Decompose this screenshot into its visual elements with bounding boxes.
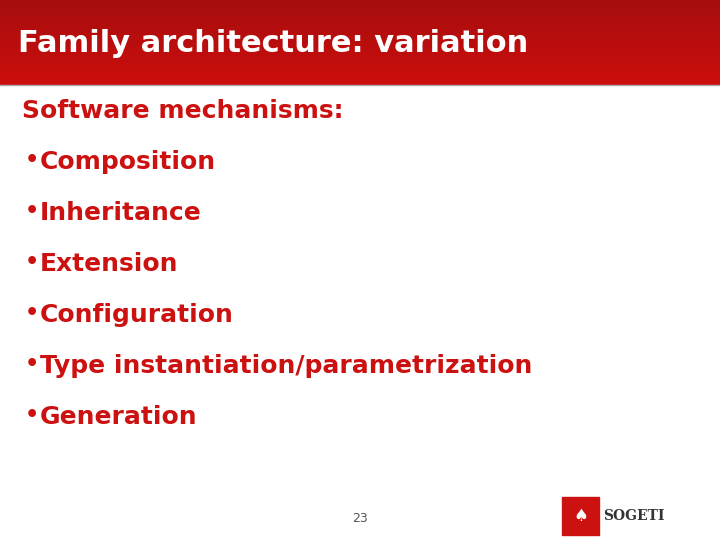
Bar	[0, 41, 720, 44]
Bar	[0, 8, 720, 10]
Bar	[0, 82, 720, 84]
Bar	[0, 36, 720, 38]
Text: •: •	[25, 303, 40, 323]
Text: Inheritance: Inheritance	[40, 201, 202, 225]
Bar	[0, 59, 720, 62]
Bar	[0, 37, 720, 39]
Bar	[0, 21, 720, 23]
Bar	[0, 11, 720, 13]
Bar	[0, 26, 720, 28]
Bar	[0, 43, 720, 45]
Bar	[0, 63, 720, 66]
Bar	[0, 0, 720, 2]
Bar	[0, 50, 720, 52]
Bar	[0, 31, 720, 34]
Bar	[0, 33, 720, 35]
Bar	[0, 68, 720, 70]
Text: SOGETI: SOGETI	[603, 509, 665, 523]
Bar	[0, 38, 720, 41]
Bar	[0, 6, 720, 9]
Text: Generation: Generation	[40, 406, 197, 429]
Bar	[0, 60, 720, 63]
Bar	[0, 79, 720, 81]
Bar	[0, 15, 720, 17]
Bar	[0, 17, 720, 20]
Bar	[0, 12, 720, 15]
Bar	[0, 34, 720, 37]
Bar	[0, 77, 720, 80]
Bar	[0, 46, 720, 49]
Bar	[0, 48, 720, 51]
Bar	[0, 65, 720, 68]
Text: Composition: Composition	[40, 150, 216, 174]
Bar	[0, 19, 720, 22]
Text: Type instantiation/parametrization: Type instantiation/parametrization	[40, 354, 532, 379]
Text: Configuration: Configuration	[40, 303, 233, 327]
Bar	[0, 24, 720, 27]
Bar	[0, 5, 720, 8]
Bar	[0, 40, 720, 42]
Bar	[0, 30, 720, 32]
Bar	[0, 57, 720, 59]
Text: Family architecture: variation: Family architecture: variation	[18, 29, 528, 58]
Text: Extension: Extension	[40, 252, 178, 276]
Text: •: •	[25, 354, 40, 374]
Bar	[0, 45, 720, 48]
Bar	[0, 2, 720, 5]
Text: •: •	[25, 406, 40, 426]
Bar	[0, 62, 720, 64]
Bar	[0, 14, 720, 16]
Text: Software mechanisms:: Software mechanisms:	[22, 99, 343, 123]
Bar	[0, 55, 720, 57]
Bar	[0, 66, 720, 69]
Bar	[0, 69, 720, 71]
Bar	[0, 53, 720, 56]
Bar	[0, 22, 720, 24]
Bar	[0, 27, 720, 30]
Bar	[562, 497, 599, 535]
Bar	[0, 72, 720, 74]
Bar	[0, 80, 720, 83]
Bar	[0, 58, 720, 60]
Text: 23: 23	[352, 512, 368, 525]
Bar	[0, 44, 720, 46]
Bar	[0, 75, 720, 77]
Text: •: •	[25, 201, 40, 221]
Bar	[0, 52, 720, 55]
Bar	[0, 9, 720, 12]
Bar	[0, 51, 720, 53]
Bar	[0, 23, 720, 25]
Bar	[0, 4, 720, 6]
Text: •: •	[25, 252, 40, 272]
Bar	[0, 16, 720, 18]
Bar	[0, 73, 720, 76]
Text: ♠: ♠	[573, 507, 588, 525]
Bar	[0, 29, 720, 31]
Bar	[0, 76, 720, 78]
Bar	[0, 70, 720, 73]
Bar	[0, 1, 720, 3]
Text: •: •	[25, 150, 40, 170]
